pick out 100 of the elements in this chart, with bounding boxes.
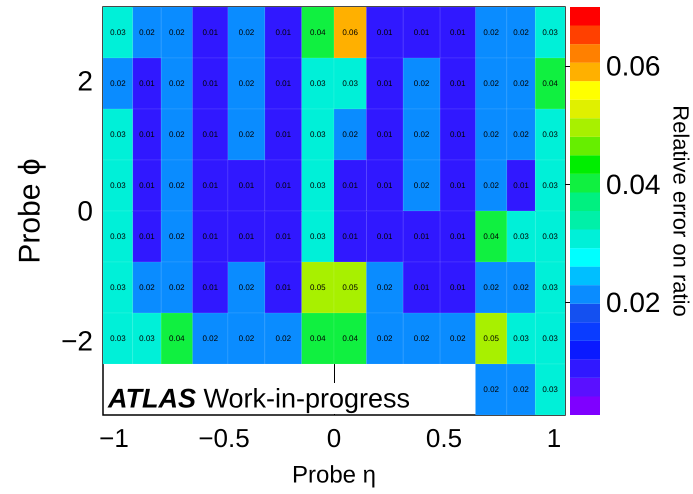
data-label: 0.01 (342, 181, 358, 190)
data-label: 0.01 (238, 181, 255, 190)
data-label: 0.03 (110, 28, 126, 37)
data-label: 0.01 (376, 130, 394, 139)
data-label: 0.04 (342, 334, 358, 343)
color-bar-title: Relative error on ratio (668, 105, 693, 317)
data-label: 0.01 (276, 79, 292, 88)
data-label: 0.01 (450, 130, 466, 139)
data-label: 0.02 (376, 334, 394, 343)
data-label: 0.02 (483, 28, 500, 37)
data-label: 0.02 (483, 385, 500, 394)
data-label: 0.01 (139, 79, 156, 88)
data-label: 0.01 (376, 79, 394, 88)
data-label: 0.01 (450, 232, 466, 241)
data-label: 0.03 (542, 130, 558, 139)
data-label: 0.02 (238, 28, 255, 37)
data-label: 0.02 (483, 79, 500, 88)
data-label: 0.02 (513, 130, 530, 139)
data-label: 0.02 (483, 130, 500, 139)
data-label: 0.02 (169, 181, 186, 190)
color-bar-label: 0.06 (606, 50, 660, 82)
data-label: 0.02 (513, 28, 530, 37)
data-label: 0.01 (238, 232, 255, 241)
data-label: 0.01 (202, 181, 219, 190)
data-label: 0.04 (310, 28, 326, 37)
data-label: 0.01 (202, 130, 219, 139)
data-label: 0.02 (169, 130, 186, 139)
data-label: 0.01 (414, 283, 430, 292)
data-label: 0.02 (169, 232, 186, 241)
data-label: 0.02 (513, 385, 530, 394)
data-label: 0.02 (238, 334, 255, 343)
data-label: 0.01 (450, 79, 466, 88)
data-label: 0.01 (202, 28, 219, 37)
color-bar-label: 0.04 (606, 168, 660, 200)
data-label: 0.01 (276, 130, 292, 139)
data-label: 0.01 (202, 283, 219, 292)
x-tick-label: 0.5 (426, 423, 462, 453)
data-label: 0.01 (513, 181, 530, 190)
data-label: 0.04 (483, 232, 500, 241)
x-tick-label: −1 (99, 423, 129, 453)
data-label: 0.03 (310, 232, 326, 241)
data-label: 0.01 (139, 232, 156, 241)
data-label: 0.03 (310, 79, 326, 88)
data-label: 0.04 (542, 79, 558, 88)
x-tick-label: 0 (326, 423, 342, 453)
data-label: 0.04 (310, 334, 326, 343)
data-label: 0.02 (238, 130, 255, 139)
data-label: 0.01 (414, 28, 430, 37)
data-label: 0.02 (513, 79, 530, 88)
data-label: 0.05 (310, 283, 326, 292)
data-label: 0.05 (483, 334, 500, 343)
data-label: 0.01 (376, 181, 394, 190)
data-label: 0.01 (376, 232, 394, 241)
data-label: 0.02 (110, 79, 126, 88)
y-tick-label: −2 (61, 325, 93, 356)
data-label: 0.03 (542, 181, 558, 190)
data-label: 0.01 (276, 232, 292, 241)
x-tick-label: 1 (546, 423, 562, 453)
data-label: 0.03 (139, 334, 156, 343)
data-label: 0.01 (276, 181, 292, 190)
data-label: 0.03 (110, 181, 126, 190)
data-label: 0.01 (376, 28, 394, 37)
data-label: 0.03 (110, 334, 126, 343)
color-bar-label: 0.02 (606, 287, 660, 318)
data-label: 0.02 (169, 79, 186, 88)
data-label: 0.02 (202, 334, 219, 343)
data-label: 0.01 (139, 130, 156, 139)
data-label: 0.03 (310, 181, 326, 190)
data-label: 0.03 (542, 28, 558, 37)
data-label: 0.01 (450, 283, 466, 292)
data-label: 0.01 (276, 28, 292, 37)
data-label: 0.02 (342, 130, 358, 139)
data-label: 0.01 (139, 181, 156, 190)
data-label: 0.03 (110, 283, 126, 292)
data-label: 0.01 (276, 283, 292, 292)
data-label: 0.03 (542, 232, 558, 241)
data-label: 0.03 (110, 130, 126, 139)
y-tick-label: 0 (77, 196, 93, 226)
data-label: 0.02 (450, 334, 466, 343)
data-label: 0.01 (450, 181, 466, 190)
data-label: 0.01 (450, 28, 466, 37)
data-label: 0.02 (139, 283, 156, 292)
data-label: 0.05 (342, 283, 358, 292)
x-axis-title: Probe η (292, 462, 376, 488)
data-label: 0.02 (376, 283, 394, 292)
data-label: 0.03 (342, 79, 358, 88)
data-label: 0.02 (414, 79, 430, 88)
y-axis-title: Probe ϕ (14, 158, 46, 264)
data-label: 0.02 (513, 283, 530, 292)
data-label: 0.02 (139, 28, 156, 37)
data-label: 0.02 (276, 334, 292, 343)
data-label: 0.03 (513, 334, 530, 343)
data-label: 0.03 (542, 385, 558, 394)
data-label: 0.02 (483, 283, 500, 292)
data-label: 0.02 (414, 334, 430, 343)
data-label: 0.02 (483, 181, 500, 190)
data-label: 0.01 (342, 232, 358, 241)
data-label: 0.06 (342, 28, 358, 37)
data-label: 0.03 (542, 334, 558, 343)
x-tick-label: −0.5 (198, 423, 250, 453)
